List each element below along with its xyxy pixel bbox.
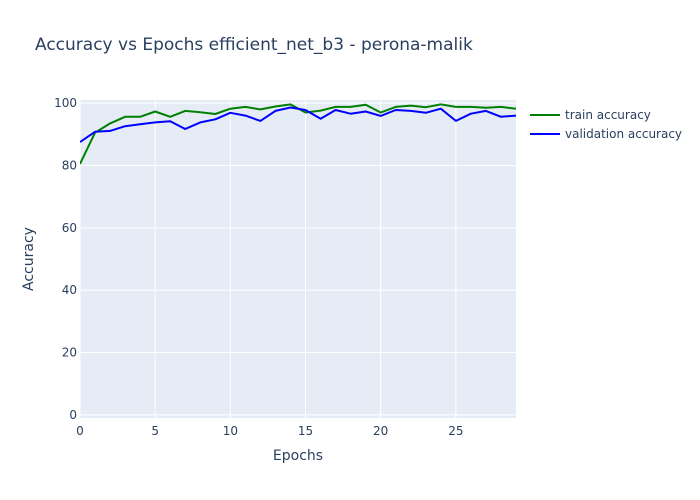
- y-tick-label: 60: [62, 221, 77, 235]
- x-tick-label: 0: [76, 424, 84, 438]
- plot-background: [80, 100, 516, 418]
- x-tick-label: 5: [151, 424, 159, 438]
- legend-label: train accuracy: [565, 108, 651, 122]
- legend-item[interactable]: validation accuracy: [530, 127, 682, 141]
- x-tick-label: 15: [298, 424, 313, 438]
- x-tick-label: 10: [223, 424, 238, 438]
- y-axis-title: Accuracy: [21, 227, 37, 291]
- tick-labels: 0 5 10 15 20 25 0 20 40 60 80 100: [54, 96, 463, 438]
- y-tick-label: 100: [54, 96, 77, 110]
- series-line-validation-accuracy: [80, 106, 516, 143]
- y-tick-label: 40: [62, 283, 77, 297]
- x-axis-title: Epochs: [273, 448, 323, 464]
- y-tick-label: 20: [62, 346, 77, 360]
- legend-label: validation accuracy: [565, 127, 682, 141]
- grid-lines: [79, 100, 516, 418]
- x-tick-label: 20: [373, 424, 388, 438]
- chart-title: Accuracy vs Epochs efficient_net_b3 - pe…: [35, 35, 473, 55]
- legend[interactable]: train accuracy validation accuracy: [530, 108, 682, 141]
- y-tick-label: 0: [69, 408, 77, 422]
- x-tick-label: 25: [448, 424, 463, 438]
- legend-item[interactable]: train accuracy: [530, 108, 651, 122]
- series-lines: [80, 103, 516, 165]
- y-tick-label: 80: [62, 158, 77, 172]
